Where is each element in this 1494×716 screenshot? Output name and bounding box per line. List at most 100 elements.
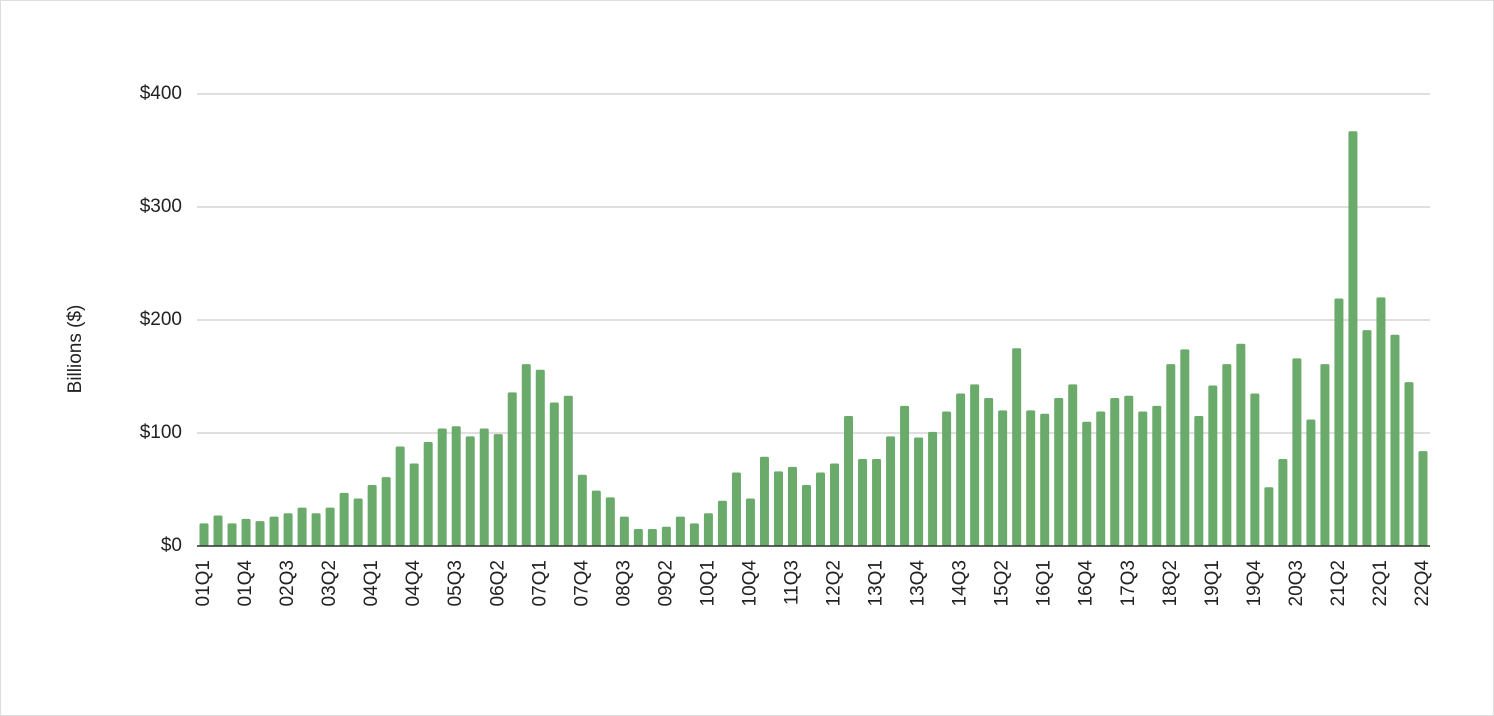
y-axis-title: Billions ($) xyxy=(65,305,86,394)
y-tick-label: $300 xyxy=(140,196,182,217)
x-tick-label: 21Q2 xyxy=(1328,560,1349,606)
bar xyxy=(241,518,251,546)
x-tick-label: 19Q4 xyxy=(1244,560,1265,607)
y-tick-label: $100 xyxy=(140,422,182,443)
bar xyxy=(1264,487,1274,546)
x-tick-label: 13Q1 xyxy=(866,560,887,606)
bar xyxy=(914,437,924,546)
x-tick-label: 05Q3 xyxy=(445,560,466,606)
bar xyxy=(633,529,643,546)
bar xyxy=(1068,384,1078,546)
bar xyxy=(1054,397,1064,546)
bar xyxy=(816,472,826,546)
bar xyxy=(1180,349,1190,546)
bar xyxy=(900,405,910,546)
y-tick-label: $0 xyxy=(161,535,182,556)
bar xyxy=(1292,358,1302,546)
bar xyxy=(1390,334,1400,546)
bar xyxy=(1152,405,1162,546)
bar xyxy=(479,428,489,546)
bar xyxy=(381,477,391,546)
bar xyxy=(255,521,265,546)
bar xyxy=(325,507,335,546)
bar xyxy=(1348,131,1358,547)
x-tick-label: 01Q1 xyxy=(193,560,214,606)
bar xyxy=(591,490,601,546)
bar xyxy=(886,436,896,546)
bar xyxy=(423,442,433,546)
bar xyxy=(353,498,363,546)
bar xyxy=(1306,419,1316,546)
bar xyxy=(787,466,797,546)
bar xyxy=(409,463,419,546)
bar xyxy=(311,513,321,546)
bar xyxy=(1236,343,1246,546)
x-tick-label: 07Q4 xyxy=(571,560,592,607)
x-tick-label: 16Q4 xyxy=(1076,560,1097,607)
bar xyxy=(647,529,657,546)
bar xyxy=(269,516,279,546)
bar xyxy=(549,402,559,546)
bar xyxy=(1082,421,1092,546)
x-tick-label: 04Q1 xyxy=(361,560,382,606)
x-tick-label: 16Q1 xyxy=(1034,560,1055,606)
bar xyxy=(661,526,671,546)
bar xyxy=(577,474,587,546)
bar xyxy=(1376,297,1386,546)
x-tick-label: 04Q4 xyxy=(403,560,424,607)
x-tick-label: 13Q4 xyxy=(908,560,929,607)
bar xyxy=(759,456,769,546)
x-tick-label: 12Q2 xyxy=(824,560,845,606)
bar xyxy=(773,471,783,546)
x-tick-label: 11Q3 xyxy=(781,560,802,605)
bar xyxy=(451,426,461,546)
x-tick-label: 09Q2 xyxy=(655,560,676,606)
bar xyxy=(1250,393,1260,546)
x-tick-label: 10Q1 xyxy=(697,560,718,606)
bar xyxy=(619,516,629,546)
bar xyxy=(745,498,755,546)
bar xyxy=(367,484,377,546)
x-tick-label: 06Q2 xyxy=(487,560,508,606)
x-tick-label: 03Q2 xyxy=(319,560,340,606)
bar xyxy=(1320,364,1330,546)
x-tick-label: 22Q1 xyxy=(1370,560,1391,606)
bar xyxy=(858,458,868,546)
bar xyxy=(465,436,475,546)
bar xyxy=(830,463,840,546)
y-tick-label: $400 xyxy=(140,83,182,104)
bar xyxy=(942,411,952,546)
bar xyxy=(507,392,517,546)
bar xyxy=(563,395,573,546)
bar xyxy=(605,497,615,546)
bar xyxy=(1124,395,1134,546)
bar xyxy=(1404,382,1414,546)
bar xyxy=(1194,416,1204,546)
bar xyxy=(1040,413,1050,546)
bar xyxy=(703,513,713,546)
bar xyxy=(689,523,699,546)
bar xyxy=(1418,451,1428,546)
bar xyxy=(717,500,727,546)
bar xyxy=(1222,364,1232,546)
bar xyxy=(493,434,503,546)
bar xyxy=(970,384,980,546)
bar xyxy=(521,364,531,546)
bar xyxy=(731,472,741,546)
x-tick-label: 19Q1 xyxy=(1202,560,1223,606)
bar xyxy=(535,369,545,546)
bar xyxy=(339,492,349,546)
bar xyxy=(1012,348,1022,546)
bar xyxy=(1110,397,1120,546)
x-tick-label: 10Q4 xyxy=(739,560,760,607)
x-tick-label: 08Q3 xyxy=(613,560,634,606)
bar xyxy=(1138,411,1148,546)
y-tick-label: $200 xyxy=(140,309,182,330)
x-tick-label: 14Q3 xyxy=(950,560,971,606)
bar xyxy=(1208,385,1218,546)
x-tick-label: 02Q3 xyxy=(277,560,298,606)
bar xyxy=(984,397,994,546)
bar xyxy=(1334,298,1344,546)
